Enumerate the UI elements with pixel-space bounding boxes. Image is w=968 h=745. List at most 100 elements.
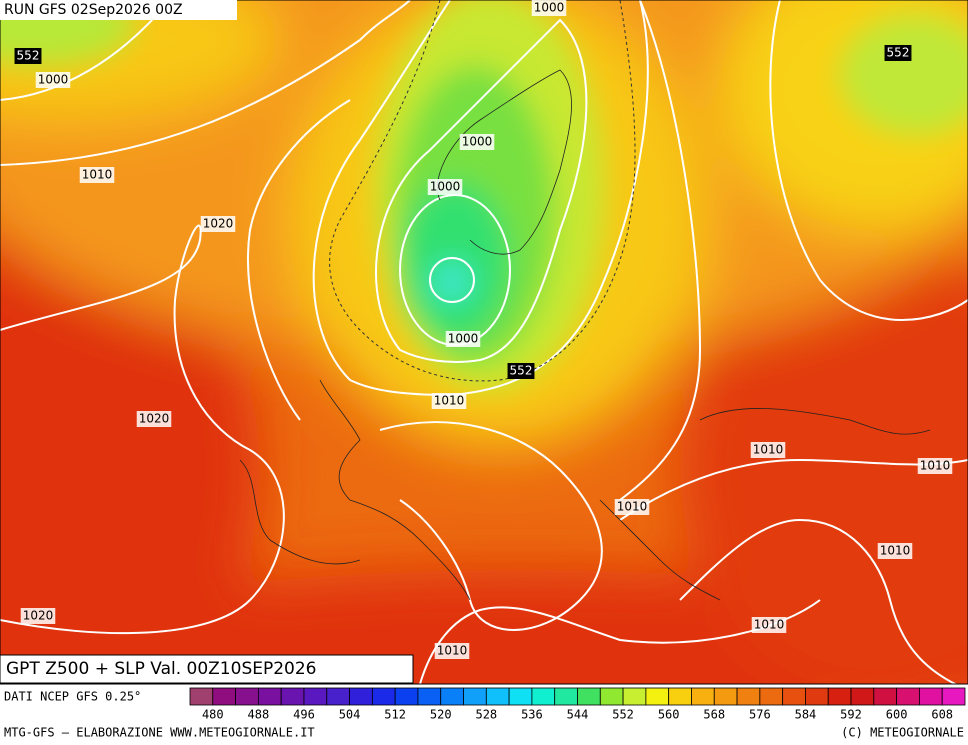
contour-label: 1010 [750,442,786,458]
contour-label-box [434,643,470,659]
colorbar-swatch [599,687,624,706]
contour-label-text: 552 [17,49,40,63]
map-title: GPT Z500 + SLP Val. 00Z10SEP2026 [6,659,317,679]
colorbar-swatch [508,687,533,706]
colorbar-swatch [554,687,578,706]
contour-label: 1000 [427,179,463,195]
contour-label-text: 1010 [920,459,951,473]
contour-label: 1000 [445,331,481,347]
contour-label-text: 1010 [437,644,468,658]
contour-label-box [35,72,71,88]
contour-label-box [20,608,56,624]
colorbar-swatch [326,687,350,706]
colorbar-swatch [691,687,715,706]
source: DATI NCEP GFS 0.25° [4,690,141,704]
contour-label: 1010 [614,499,650,515]
contour-label: 1020 [136,411,172,427]
contour-label: 1010 [877,543,913,559]
contour-label-box [750,442,786,458]
colorbar-label: 544 [567,708,589,722]
colorbar-label: 496 [293,708,315,722]
colorbar-swatch [919,687,943,706]
colorbar-label: 528 [475,708,497,722]
colorbar-label: 504 [339,708,361,722]
colorbar-swatch [303,687,328,706]
credit-right: (C) METEOGIORNALE [841,726,964,740]
colorbar-swatch [759,687,784,706]
colorbar-label: 592 [840,708,862,722]
contour-label: 1000 [459,134,495,150]
colorbar-swatch [280,687,305,706]
contour-label-text: 1020 [139,412,170,426]
contour-label: 1000 [531,0,567,16]
contour-label-box [459,134,495,150]
colorbar-swatch [873,687,898,706]
contour-label-text: 1000 [462,135,493,149]
contour-label: 1010 [431,393,467,409]
contour-label: 552 [507,363,535,379]
colorbar-label: 552 [612,708,634,722]
map-frame [0,0,968,685]
colorbar-label: 600 [886,708,908,722]
contour-label: 1010 [751,617,787,633]
contour-label-text: 1000 [38,73,69,87]
contour-label-box [877,543,913,559]
colorbar-swatch [463,687,487,706]
contour-label-text: 1010 [753,443,784,457]
colorbar-swatch [349,687,373,706]
colorbar-swatch [417,687,442,706]
contour-label-text: 1020 [23,609,54,623]
colorbar-swatch [440,687,464,706]
colorbar-label: 568 [703,708,725,722]
contour-label-box [200,216,236,232]
isobars [0,0,968,684]
colorbar-swatch [805,687,829,706]
contour-label: 1020 [20,608,56,624]
colorbar-swatch [668,687,692,706]
contour-label-box [79,167,115,183]
contour-label: 1010 [79,167,115,183]
run-label: RUN GFS 02Sep2026 00Z [4,2,183,18]
contour-label-box [431,393,467,409]
colorbar: 480 488 496 504 512 520 528 536 544 552 560 568 576 5… [189,687,966,722]
colorbar-swatch [713,687,738,706]
contour-label-box [917,458,953,474]
contour-label-text: 552 [510,364,533,378]
contour-label-text: 1010 [617,500,648,514]
contour-label-text: 1010 [754,618,785,632]
colorbar-swatch [782,687,806,706]
colorbar-label: 560 [658,708,680,722]
contour-label: 1020 [200,216,236,232]
colorbar-label: 536 [521,708,543,722]
colorbar-swatch [394,687,419,706]
contour-label: 1010 [917,458,953,474]
contour-label-text: 1010 [82,168,113,182]
contour-label-text: 552 [887,46,910,60]
contour-label: 552 [14,48,42,64]
contour-label-box [884,45,912,61]
colorbar-swatch [212,687,236,706]
colorbar-label: 608 [931,708,953,722]
coastlines [239,69,931,601]
colorbar-label: 520 [430,708,452,722]
colorbar-swatch [235,687,259,706]
title-box [0,654,414,684]
contour-label-box [14,48,42,64]
colorbar-swatch [371,687,396,706]
colorbar-swatch [736,687,761,706]
colorbar-swatch [622,687,647,706]
contour-label-box [614,499,650,515]
contour-label-text: 1020 [203,217,234,231]
contour-label-box [136,411,172,427]
colorbar-label: 584 [795,708,817,722]
contour-label-text: 1010 [434,394,465,408]
colorbar-swatch [827,687,852,706]
contour-label-text: 1000 [534,1,565,15]
credit-left: MTG-GFS — ELABORAZIONE WWW.METEOGIORNALE… [4,726,315,740]
contour-label: 1000 [35,72,71,88]
colorbar-swatch [531,687,556,706]
contour-label-text: 1000 [430,180,461,194]
